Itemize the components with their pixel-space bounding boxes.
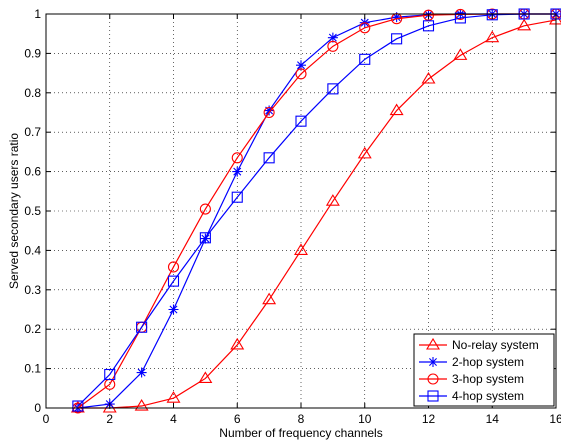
x-tick-label: 10 xyxy=(358,412,372,426)
legend-label: 3-hop system xyxy=(452,372,524,386)
y-tick-label: 0 xyxy=(34,401,41,415)
x-tick-label: 12 xyxy=(422,412,436,426)
y-tick-label: 0.5 xyxy=(24,204,41,218)
legend-label: No-relay system xyxy=(452,338,539,352)
y-axis-title: Served secondary users ratio xyxy=(7,133,21,289)
x-tick-label: 8 xyxy=(298,412,305,426)
y-tick-label: 1 xyxy=(34,7,41,21)
legend-item: 4-hop system xyxy=(419,389,524,403)
y-tick-label: 0.8 xyxy=(24,86,41,100)
x-tick-label: 16 xyxy=(549,412,561,426)
legend-item: 3-hop system xyxy=(419,372,524,386)
data-point xyxy=(137,368,147,378)
legend-marker xyxy=(428,357,438,367)
x-axis-title: Number of frequency channels xyxy=(219,426,382,440)
legend-label: 2-hop system xyxy=(452,355,524,369)
y-tick-label: 0.7 xyxy=(24,125,41,139)
y-tick-label: 0.1 xyxy=(24,362,41,376)
x-tick-label: 14 xyxy=(486,412,500,426)
x-tick-label: 6 xyxy=(234,412,241,426)
y-tick-label: 0.6 xyxy=(24,165,41,179)
data-point xyxy=(232,167,242,177)
legend: No-relay system 2-hop system 3-hop system 4… xyxy=(414,334,554,406)
y-tick-label: 0.9 xyxy=(24,46,41,60)
y-tick-label: 0.2 xyxy=(24,322,41,336)
y-tick-label: 0.4 xyxy=(24,243,41,257)
data-point xyxy=(169,305,179,315)
x-tick-label: 4 xyxy=(170,412,177,426)
y-tick-label: 0.3 xyxy=(24,283,41,297)
legend-label: 4-hop system xyxy=(452,389,524,403)
x-tick-label: 0 xyxy=(43,412,50,426)
x-tick-label: 2 xyxy=(106,412,113,426)
